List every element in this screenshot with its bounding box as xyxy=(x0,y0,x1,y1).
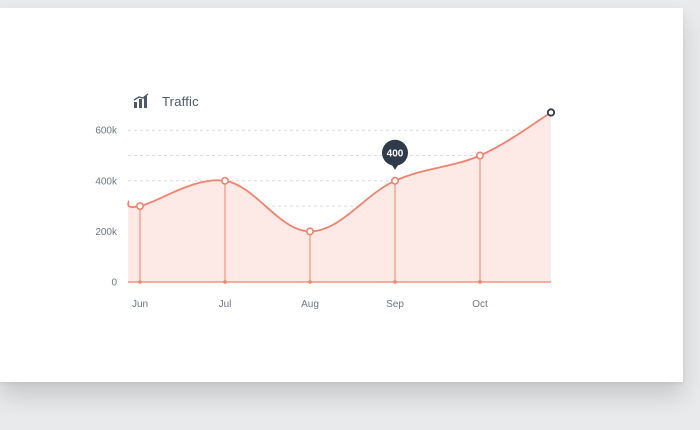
x-axis-ticks: Jun Jul Aug Sep Oct xyxy=(132,299,488,310)
baseline-dot xyxy=(308,280,312,284)
data-point xyxy=(136,202,145,211)
data-point xyxy=(390,176,399,185)
data-point xyxy=(221,176,230,185)
y-tick-label: 600k xyxy=(95,126,118,137)
baseline-dot xyxy=(393,280,397,284)
chart-card xyxy=(0,8,683,382)
area-fill-shape xyxy=(128,112,551,283)
y-axis-ticks: 0 200k 400k 600k xyxy=(95,126,118,289)
x-tick-label: Jul xyxy=(219,299,232,310)
data-point xyxy=(475,151,484,160)
tooltip-bubble xyxy=(382,139,408,166)
baseline-dot xyxy=(138,280,142,284)
tooltip: 400 xyxy=(382,139,408,170)
baseline-dot xyxy=(223,280,227,284)
tooltip-pointer xyxy=(391,163,399,170)
chart-title: Traffic xyxy=(162,93,199,109)
y-tick-label: 0 xyxy=(111,278,117,289)
x-tick-label: Sep xyxy=(386,299,404,310)
drop-lines xyxy=(138,155,482,284)
baseline-dot xyxy=(478,280,482,284)
end-point xyxy=(546,108,556,117)
bar-chart-icon xyxy=(133,93,149,109)
data-points xyxy=(136,108,556,236)
chart-header: Traffic xyxy=(133,91,199,111)
tooltip-value: 400 xyxy=(387,148,404,159)
y-tick-label: 200k xyxy=(95,227,118,238)
x-tick-label: Jun xyxy=(132,299,148,310)
x-tick-label: Aug xyxy=(301,299,319,310)
area-fill xyxy=(128,112,551,283)
y-tick-label: 400k xyxy=(95,176,118,187)
x-tick-label: Oct xyxy=(472,299,488,310)
data-point xyxy=(305,227,314,236)
